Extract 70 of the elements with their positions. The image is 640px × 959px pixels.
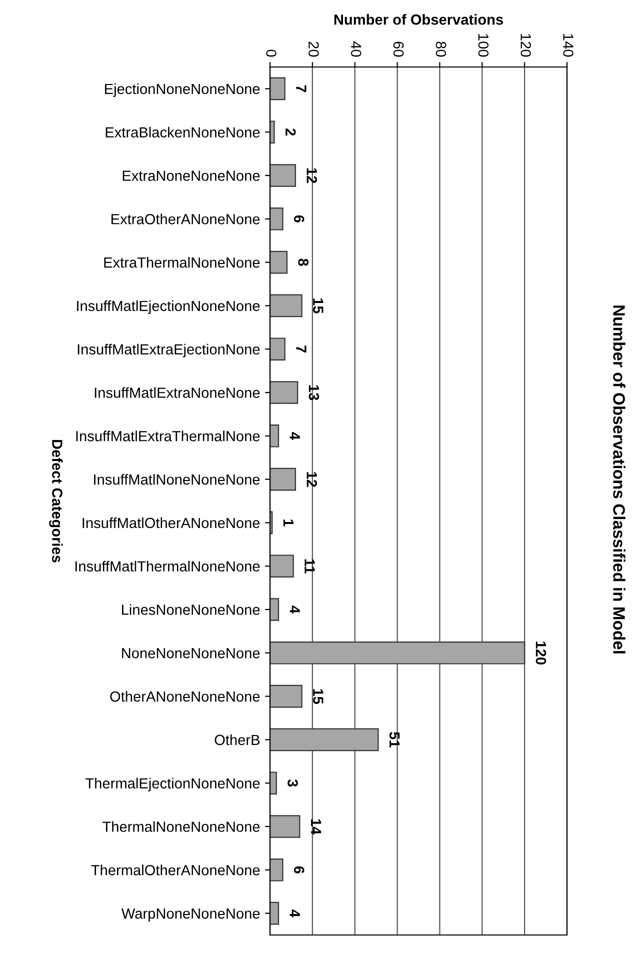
y-tick-label: OtherB — [214, 734, 260, 746]
y-tick-label: ExtraNoneNoneNone — [122, 170, 260, 181]
data-label: 4 — [290, 606, 300, 614]
bar — [270, 164, 296, 187]
data-label: 7 — [296, 346, 306, 353]
bar — [270, 294, 302, 318]
bar — [270, 641, 526, 664]
y-tick-label: ExtraOtherANoneNone — [112, 214, 260, 224]
bar — [270, 858, 284, 882]
y-tick-label: EjectionNoneNoneNone — [105, 83, 260, 98]
x-tick-label: 20 — [308, 42, 319, 57]
y-tick-label: ThermalNoneNoneNone — [102, 821, 260, 832]
data-label: 7 — [296, 85, 306, 92]
x-tick-label: 100 — [478, 34, 489, 57]
y-tick-label: InsuffMatlExtraThermalNone — [76, 430, 260, 442]
bar — [270, 381, 298, 404]
data-label: 4 — [290, 432, 300, 440]
bar — [270, 772, 277, 795]
bar — [270, 250, 288, 274]
y-tick-label: ThermalOtherANoneNone — [91, 864, 260, 876]
x-tick-label: 0 — [266, 50, 276, 57]
bar — [270, 554, 294, 578]
bar — [270, 77, 286, 100]
y-axis-title: Defect Categories — [49, 440, 63, 562]
y-tick-label: OtherANoneNoneNone — [110, 691, 260, 702]
data-label: 4 — [290, 909, 300, 918]
x-tick-label: 120 — [520, 34, 531, 57]
data-label: 12 — [306, 168, 317, 184]
bar — [270, 684, 302, 708]
data-label: 3 — [288, 779, 298, 787]
bar — [270, 598, 280, 621]
y-tick-label: LinesNoneNoneNone — [122, 604, 260, 615]
y-tick-label: ThermalEjectionNoneNone — [86, 778, 260, 792]
x-tick-label: 40 — [350, 41, 362, 57]
data-label: 1 — [283, 520, 294, 526]
data-label: 2 — [286, 128, 296, 136]
bar — [270, 424, 280, 448]
y-tick-label: InsuffMatlExtraEjectionNone — [78, 344, 260, 358]
data-label: 12 — [306, 472, 317, 487]
x-tick-label: 80 — [436, 42, 446, 57]
y-tick-label: InsuffMatlOtherANoneNone — [82, 517, 260, 528]
bar — [270, 728, 379, 752]
data-label: 11 — [304, 559, 315, 574]
bar — [270, 120, 275, 144]
data-label: 8 — [298, 258, 309, 266]
x-tick-label: 60 — [393, 42, 404, 57]
x-axis-title: Number of Observations — [334, 14, 503, 25]
data-label: 6 — [294, 215, 304, 222]
y-tick-label: InsuffMatlEjectionNoneNone — [77, 300, 260, 314]
y-tick-label: InsuffMatlExtraNoneNone — [94, 387, 260, 398]
bar — [270, 338, 286, 361]
x-tick-label: 140 — [563, 34, 574, 57]
data-label: 120 — [536, 642, 546, 664]
data-label: 13 — [308, 385, 320, 400]
y-tick-label: ExtraThermalNoneNone — [104, 257, 260, 268]
data-label: 14 — [311, 819, 322, 835]
bar — [270, 468, 296, 491]
data-label: 6 — [294, 866, 304, 874]
data-label: 51 — [389, 732, 400, 748]
text: Number of Observations Classified in Model — [613, 306, 626, 654]
bar — [270, 815, 300, 838]
y-tick-label: NoneNoneNoneNone — [122, 648, 260, 658]
y-tick-label: ExtraBlackenNoneNone — [106, 126, 260, 138]
data-label: 15 — [313, 298, 324, 314]
y-tick-label: WarpNoneNoneNone — [121, 908, 260, 922]
data-label: 15 — [313, 689, 324, 704]
y-tick-label: InsuffMatlThermalNoneNone — [75, 560, 260, 572]
bar — [270, 902, 280, 925]
y-tick-label: InsuffMatlNoneNoneNone — [94, 474, 260, 485]
bar — [270, 207, 284, 230]
